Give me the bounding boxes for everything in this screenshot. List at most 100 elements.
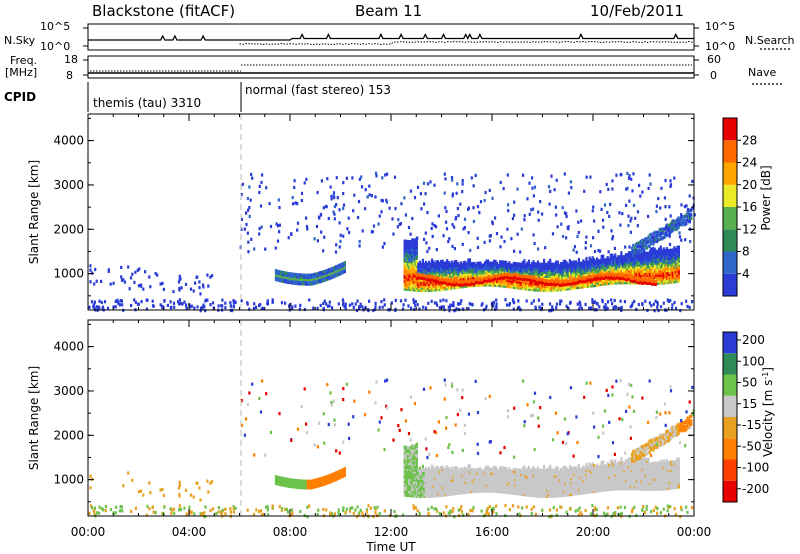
- power-cell: [520, 266, 523, 270]
- power-cell: [540, 286, 543, 290]
- power-cell: [482, 265, 485, 269]
- power-cell: [652, 232, 655, 236]
- velocity-cell: [447, 481, 450, 485]
- velocity-cell: [427, 492, 431, 496]
- velocity-cell: [412, 494, 415, 498]
- power-cell: [577, 220, 580, 224]
- power-cell: [606, 262, 609, 266]
- power-cell: [381, 245, 384, 249]
- power-cell: [591, 266, 594, 270]
- power-cell: [577, 281, 580, 285]
- power-cell: [669, 179, 672, 183]
- power-cell: [656, 251, 659, 255]
- velocity-cell: [417, 482, 420, 486]
- power-cell: [464, 272, 467, 276]
- power-cell: [411, 248, 414, 252]
- power-cell: [453, 286, 456, 290]
- power-cell: [569, 180, 572, 184]
- velocity-cell: [414, 464, 417, 468]
- velocity-cell: [403, 467, 406, 471]
- power-cell: [303, 275, 306, 279]
- power-cell: [668, 205, 671, 209]
- velocity-cell: [403, 493, 406, 497]
- power-cell: [462, 272, 465, 277]
- power-cell: [420, 288, 423, 292]
- power-cell: [594, 283, 597, 287]
- power-cell: [600, 264, 603, 268]
- power-cell: [294, 281, 297, 285]
- power-cell: [415, 282, 418, 286]
- power-cell: [129, 276, 133, 280]
- power-cell: [261, 173, 264, 177]
- power-cell: [594, 276, 597, 280]
- velocity-cell: [446, 471, 449, 475]
- power-cell: [411, 286, 414, 290]
- power-cell: [503, 272, 506, 276]
- power-cell: [650, 249, 653, 253]
- power-cell: [591, 300, 594, 304]
- power-cell: [406, 287, 409, 291]
- power-cell: [582, 261, 585, 265]
- power-cell: [520, 272, 523, 276]
- power-cell: [547, 260, 550, 264]
- velocity-cell: [415, 474, 418, 478]
- power-cell: [643, 242, 646, 246]
- power-cell: [588, 258, 591, 262]
- power-cell: [626, 255, 629, 259]
- power-cell: [541, 277, 544, 281]
- power-cell: [677, 265, 680, 269]
- power-cell: [647, 257, 650, 261]
- power-cell: [622, 273, 625, 277]
- power-cell: [580, 265, 584, 269]
- power-cell: [596, 265, 599, 269]
- power-cell: [661, 265, 664, 269]
- velocity-cell: [411, 488, 414, 492]
- power-cell: [465, 276, 468, 280]
- power-cell: [297, 277, 300, 281]
- power-cell: [342, 300, 345, 304]
- power-cell: [405, 271, 408, 275]
- velocity-cell: [412, 450, 415, 454]
- velocity-cell: [455, 487, 458, 492]
- velocity-cell: [405, 455, 408, 459]
- power-cell: [411, 258, 414, 262]
- power-cell: [490, 265, 493, 269]
- power-cell: [556, 264, 559, 268]
- power-cell: [677, 225, 680, 229]
- power-cell: [583, 189, 586, 193]
- power-cell: [513, 200, 516, 204]
- power-cell: [658, 277, 661, 281]
- power-cell: [630, 304, 634, 308]
- velocity-cell: [453, 492, 456, 496]
- power-cell: [409, 232, 412, 236]
- noise-search-label: N.Search: [745, 34, 795, 47]
- power-cell: [585, 272, 588, 277]
- power-cell: [620, 255, 623, 259]
- power-cell: [499, 280, 502, 284]
- power-cell: [552, 268, 555, 272]
- power-cell: [523, 287, 526, 291]
- power-cell: [627, 224, 630, 228]
- velocity-cell: [449, 492, 452, 496]
- power-cell: [474, 265, 477, 269]
- power-cell: [667, 249, 670, 253]
- power-cell: [441, 259, 444, 263]
- power-cell: [526, 271, 529, 275]
- power-cell: [506, 282, 509, 287]
- power-cell: [544, 262, 547, 266]
- power-cell: [574, 286, 577, 290]
- power-cell: [405, 253, 408, 257]
- power-cell: [573, 266, 576, 270]
- power-cell: [327, 270, 331, 274]
- power-cell: [568, 267, 571, 271]
- velocity-cell: [447, 490, 450, 495]
- velocity-cell: [409, 472, 412, 476]
- power-cell: [648, 244, 651, 249]
- power-cell: [327, 268, 331, 272]
- power-cell: [468, 280, 471, 284]
- power-cell: [630, 276, 634, 280]
- power-cell: [635, 244, 639, 249]
- power-cell: [562, 287, 565, 291]
- power-cell: [317, 271, 320, 275]
